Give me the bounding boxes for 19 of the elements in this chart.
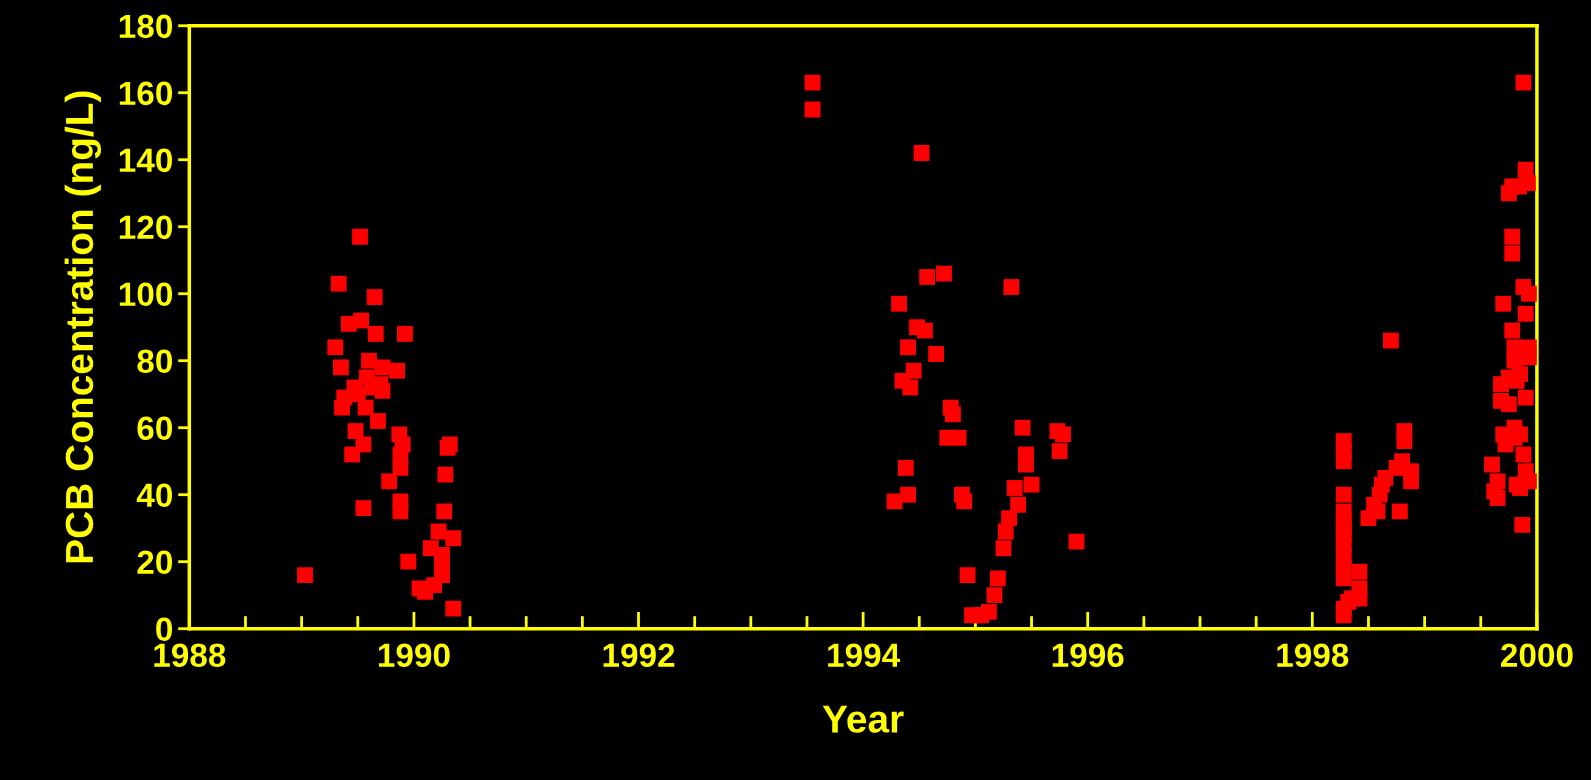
y-tick-label: 60: [137, 416, 172, 441]
x-tick-label: 1990: [378, 643, 450, 668]
y-tick-label: 100: [119, 282, 172, 307]
x-tick-label: 1994: [828, 643, 901, 668]
y-tick-label: 180: [119, 14, 172, 39]
y-tick-label: 80: [137, 349, 172, 374]
x-tick-label: 2000: [1500, 643, 1573, 668]
x-tick-label: 1988: [154, 643, 226, 668]
x-axis-title: Year: [822, 705, 904, 733]
x-tick-label: 1998: [1277, 643, 1349, 668]
y-tick-label: 0: [156, 617, 172, 642]
x-tick-label: 1996: [1052, 643, 1124, 668]
y-tick-label: 160: [119, 81, 172, 106]
x-tick-label: 1992: [603, 643, 675, 668]
y-tick-label: 20: [137, 550, 172, 575]
y-axis-title: PCB Concentration (ng/L): [64, 91, 102, 563]
y-tick-label: 140: [119, 148, 172, 173]
y-tick-label: 40: [136, 483, 172, 508]
y-tick-label: 120: [119, 215, 172, 240]
